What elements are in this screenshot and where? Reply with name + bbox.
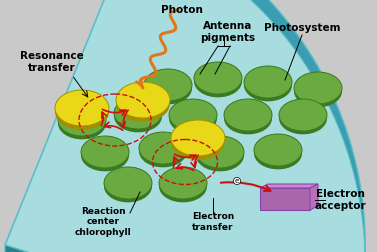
Text: Electron
transfer: Electron transfer [192,212,234,232]
Ellipse shape [144,72,192,104]
Ellipse shape [58,107,106,139]
Ellipse shape [224,99,272,131]
Text: Photosystem: Photosystem [264,23,340,33]
Ellipse shape [116,86,170,122]
Ellipse shape [104,167,152,199]
Polygon shape [140,0,365,252]
Polygon shape [260,188,310,210]
Ellipse shape [144,69,192,101]
Text: e: e [235,178,239,184]
Ellipse shape [159,167,207,199]
Text: Photon: Photon [161,5,203,15]
Ellipse shape [294,75,342,107]
Ellipse shape [169,99,217,131]
Ellipse shape [104,170,152,202]
Ellipse shape [194,62,242,94]
Ellipse shape [244,66,292,98]
Ellipse shape [55,90,109,126]
Polygon shape [5,245,347,252]
Ellipse shape [279,99,327,131]
Ellipse shape [114,100,162,132]
Polygon shape [260,184,318,188]
Text: Antenna
pigments: Antenna pigments [201,21,256,43]
Ellipse shape [139,132,187,164]
Ellipse shape [254,137,302,169]
Text: Reaction
center
chlorophyll: Reaction center chlorophyll [75,207,131,237]
Ellipse shape [244,69,292,101]
Polygon shape [5,0,365,252]
Ellipse shape [169,102,217,134]
Ellipse shape [159,170,207,202]
Text: Electron
acceptor: Electron acceptor [314,189,366,211]
Ellipse shape [81,136,129,168]
Ellipse shape [58,104,106,136]
Ellipse shape [171,120,225,156]
Ellipse shape [254,134,302,166]
Ellipse shape [81,139,129,171]
Ellipse shape [196,139,244,171]
Text: Resonance
transfer: Resonance transfer [20,51,84,73]
Ellipse shape [139,135,187,167]
Ellipse shape [116,82,170,118]
Ellipse shape [196,136,244,168]
Ellipse shape [294,72,342,104]
Ellipse shape [55,94,109,130]
Polygon shape [310,184,318,210]
Ellipse shape [114,97,162,129]
Ellipse shape [224,102,272,134]
Ellipse shape [171,124,225,160]
Ellipse shape [194,65,242,97]
Ellipse shape [279,102,327,134]
